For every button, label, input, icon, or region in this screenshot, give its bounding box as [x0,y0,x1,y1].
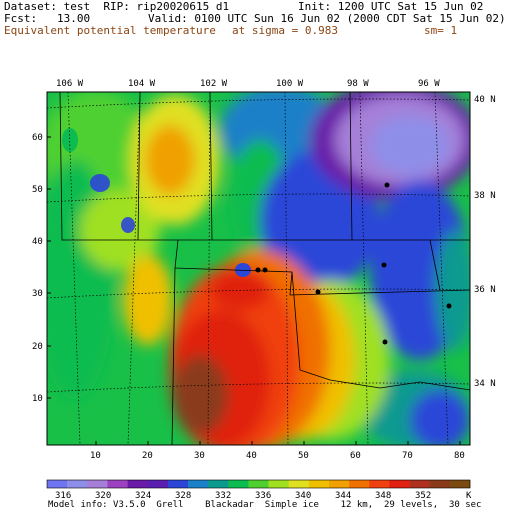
legend-swatch [429,480,451,488]
legend-value: 348 [375,491,391,501]
legend-swatch [268,480,290,488]
city-markers [255,182,452,345]
legend-value: 340 [295,491,311,501]
legend-swatch [409,480,431,488]
lat-label: 36 N [474,285,496,295]
legend-swatch [369,480,390,488]
legend-value: 324 [135,491,151,501]
dataset-line: Dataset: test RIP: rip20020615 d1 [4,0,230,13]
tick-marks [47,136,461,445]
legend-swatch [208,480,229,488]
lat-label: 40 N [474,95,496,105]
y-tick-label: 40 [32,237,43,247]
lon-label: 106 W [56,79,84,89]
legend-swatch [308,480,330,488]
legend-swatch [349,480,370,488]
x-tick-label: 30 [194,451,205,461]
legend-swatch [329,480,350,488]
lat-label: 38 N [474,191,496,201]
y-tick-label: 50 [32,185,43,195]
legend-swatch [188,480,209,488]
legend-swatch [67,480,88,488]
legend-value: 352 [415,491,431,501]
legend-swatch [288,480,310,488]
legend-value: 316 [55,491,71,501]
legend-frame [46,479,471,489]
fcst-line: Fcst: 13.00 [4,12,91,25]
legend-value: 328 [175,491,191,501]
y-tick-label: 20 [32,342,43,352]
lat-lon-grid [47,92,470,445]
legend-swatch [449,480,471,488]
model-info: Model info: V3.5.0 Grell Blackadar Simpl… [48,500,482,510]
lon-label: 102 W [200,79,228,89]
legend-swatch [147,480,169,488]
color-field [47,92,470,445]
legend-unit: K [466,491,472,501]
sm-label: sm= 1 [424,24,458,37]
x-tick-label: 50 [298,451,309,461]
x-tick-label: 70 [402,451,413,461]
legend-swatch [167,480,189,488]
lon-label: 104 W [128,79,156,89]
sigma-label: at sigma = 0.983 [232,24,338,37]
legend-swatch [228,480,249,488]
y-tick-label: 30 [32,289,43,299]
legend-swatch [47,480,68,488]
y-tick-label: 10 [32,394,43,404]
lon-label: 98 W [347,79,369,89]
legend-swatch [107,480,128,488]
legend-swatch [87,480,108,488]
init-line: Init: 1200 UTC Sat 15 Jun 02 [298,0,484,13]
x-tick-label: 60 [350,451,361,461]
state-boundaries [59,92,470,445]
legend-value: 336 [255,491,271,501]
legend-swatch [248,480,269,488]
lon-label: 96 W [418,79,440,89]
plot-frame [46,91,471,446]
valid-line: Valid: 0100 UTC Sun 16 Jun 02 (2000 CDT … [148,12,506,25]
legend-value: 320 [95,491,111,501]
legend-value: 344 [335,491,351,501]
color-legend [47,480,471,488]
x-tick-label: 20 [142,451,153,461]
x-tick-label: 10 [90,451,101,461]
x-tick-label: 80 [454,451,465,461]
x-tick-label: 40 [246,451,257,461]
lat-label: 34 N [474,379,496,389]
field-label: Equivalent potential temperature [4,24,216,37]
legend-swatch [389,480,410,488]
y-tick-label: 60 [32,133,43,143]
lon-label: 100 W [276,79,304,89]
legend-swatch [127,480,149,488]
legend-value: 332 [215,491,231,501]
